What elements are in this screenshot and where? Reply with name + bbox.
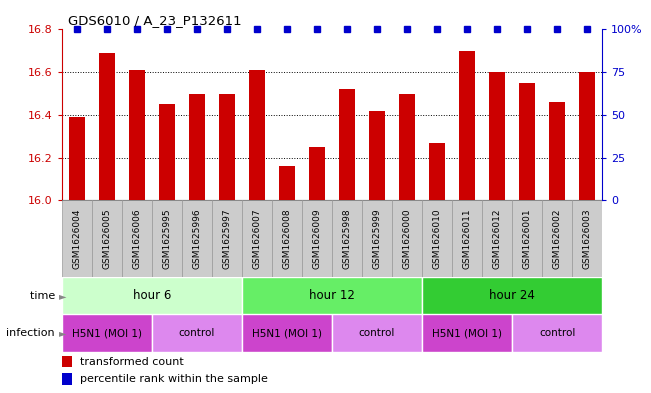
Bar <box>362 200 392 277</box>
Bar <box>242 314 332 352</box>
Bar <box>129 70 145 200</box>
Text: H5N1 (MOI 1): H5N1 (MOI 1) <box>432 328 502 338</box>
Bar <box>368 111 385 200</box>
Text: ►: ► <box>59 328 66 338</box>
Bar <box>579 72 596 200</box>
Bar <box>512 314 602 352</box>
Text: GSM1626003: GSM1626003 <box>583 208 592 269</box>
Bar <box>332 200 362 277</box>
Bar <box>422 200 452 277</box>
Text: hour 6: hour 6 <box>133 289 171 302</box>
Text: hour 24: hour 24 <box>489 289 535 302</box>
Bar <box>249 70 265 200</box>
Bar <box>62 277 242 314</box>
Bar <box>452 200 482 277</box>
Bar <box>392 200 422 277</box>
Text: GSM1625998: GSM1625998 <box>342 208 352 269</box>
Text: time: time <box>30 291 59 301</box>
Bar <box>92 200 122 277</box>
Bar <box>542 200 572 277</box>
Bar <box>332 314 422 352</box>
Bar <box>68 117 85 200</box>
Bar <box>272 200 302 277</box>
Text: infection: infection <box>7 328 59 338</box>
Text: ►: ► <box>59 291 66 301</box>
Text: GSM1625999: GSM1625999 <box>372 208 381 269</box>
Bar <box>242 277 422 314</box>
Bar <box>512 200 542 277</box>
Text: GSM1626008: GSM1626008 <box>283 208 292 269</box>
Bar <box>429 143 445 200</box>
Text: GSM1626004: GSM1626004 <box>72 209 81 269</box>
Bar <box>302 200 332 277</box>
Bar <box>422 277 602 314</box>
Bar <box>489 72 505 200</box>
Text: GSM1625997: GSM1625997 <box>223 208 232 269</box>
Text: GSM1626002: GSM1626002 <box>553 209 562 269</box>
Text: hour 12: hour 12 <box>309 289 355 302</box>
Bar <box>62 373 72 385</box>
Bar <box>482 200 512 277</box>
Bar <box>189 94 205 200</box>
Text: GSM1625996: GSM1625996 <box>193 208 201 269</box>
Bar <box>152 314 242 352</box>
Bar <box>219 94 235 200</box>
Text: percentile rank within the sample: percentile rank within the sample <box>79 374 268 384</box>
Bar <box>182 200 212 277</box>
Bar <box>152 200 182 277</box>
Bar <box>399 94 415 200</box>
Bar <box>572 200 602 277</box>
Bar <box>62 314 152 352</box>
Text: control: control <box>179 328 215 338</box>
Text: GSM1626009: GSM1626009 <box>312 208 322 269</box>
Bar <box>549 102 566 200</box>
Text: GSM1626000: GSM1626000 <box>402 208 411 269</box>
Bar <box>122 200 152 277</box>
Bar <box>422 314 512 352</box>
Text: GDS6010 / A_23_P132611: GDS6010 / A_23_P132611 <box>68 15 242 28</box>
Bar <box>339 89 355 200</box>
Text: GSM1626011: GSM1626011 <box>463 208 471 269</box>
Text: GSM1626001: GSM1626001 <box>523 208 532 269</box>
Bar <box>98 53 115 200</box>
Text: control: control <box>359 328 395 338</box>
Bar <box>459 51 475 200</box>
Text: H5N1 (MOI 1): H5N1 (MOI 1) <box>252 328 322 338</box>
Bar <box>62 200 92 277</box>
Text: GSM1626007: GSM1626007 <box>253 208 262 269</box>
Text: H5N1 (MOI 1): H5N1 (MOI 1) <box>72 328 142 338</box>
Bar <box>309 147 326 200</box>
Bar <box>519 83 535 200</box>
Text: transformed count: transformed count <box>79 357 184 367</box>
Bar <box>279 166 296 200</box>
Bar <box>62 356 72 367</box>
Text: GSM1626005: GSM1626005 <box>102 208 111 269</box>
Bar <box>242 200 272 277</box>
Text: GSM1626006: GSM1626006 <box>132 208 141 269</box>
Text: GSM1626010: GSM1626010 <box>432 208 441 269</box>
Text: GSM1625995: GSM1625995 <box>162 208 171 269</box>
Bar <box>212 200 242 277</box>
Text: control: control <box>539 328 575 338</box>
Bar <box>159 104 175 200</box>
Text: GSM1626012: GSM1626012 <box>493 209 502 269</box>
